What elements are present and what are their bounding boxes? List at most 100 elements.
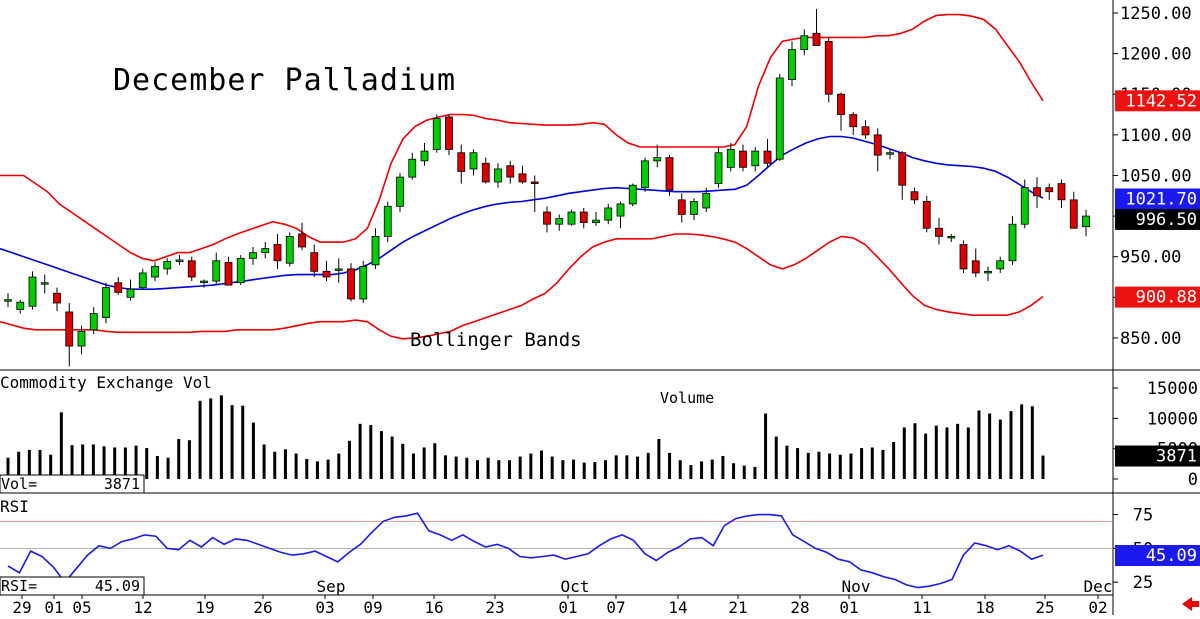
volume-bar — [411, 453, 415, 479]
volume-bar — [604, 460, 608, 479]
candle — [837, 92, 845, 131]
candle — [543, 206, 551, 233]
candle-body — [89, 313, 98, 331]
x-day-label: 29 — [12, 598, 31, 615]
candle-body — [236, 257, 245, 284]
volume-bar — [860, 448, 864, 479]
volume-bar — [1041, 455, 1045, 479]
volume-bar — [262, 444, 266, 479]
candle — [200, 279, 208, 288]
rsi-readout-value: 45.09 — [95, 577, 140, 595]
volume-bar — [572, 459, 576, 479]
volume-bar — [710, 459, 714, 479]
candle — [714, 147, 723, 188]
volume-bar — [646, 452, 650, 479]
volume-bar — [774, 436, 778, 479]
volume-bar — [155, 455, 159, 479]
candle-body — [1082, 215, 1090, 228]
candle — [420, 142, 429, 166]
candle-body — [555, 218, 564, 225]
candle — [359, 260, 368, 304]
rsi-value-tag-bg — [1115, 545, 1200, 567]
price-tick-label: 950.00 — [1120, 248, 1181, 268]
volume-bar — [721, 455, 725, 479]
volume-bar — [145, 448, 149, 479]
candle — [690, 198, 698, 221]
candle-body — [212, 260, 221, 282]
volume-bar — [540, 450, 544, 479]
x-day-label: 16 — [424, 598, 443, 615]
x-day-label: 14 — [668, 598, 687, 615]
volume-bar — [81, 444, 85, 479]
volume-bar — [401, 443, 405, 479]
x-day-label: 01 — [839, 598, 858, 615]
candle-body — [298, 233, 306, 248]
volume-bar — [113, 447, 117, 479]
rsi-series — [0, 512, 1113, 589]
x-day-label: 26 — [253, 598, 272, 615]
candle — [249, 246, 257, 265]
volume-bar — [443, 455, 447, 479]
candle-body — [347, 268, 355, 300]
candle — [114, 277, 123, 295]
volume-panel-label: Commodity Exchange Vol — [0, 373, 212, 392]
rsi-readout-box — [0, 576, 145, 596]
volume-bar — [134, 445, 138, 479]
mid-band-tag-bg — [1115, 188, 1200, 210]
candle-body — [77, 331, 86, 347]
x-day-label: 07 — [606, 598, 625, 615]
volume-bar — [219, 395, 223, 479]
volume-bar — [390, 436, 394, 479]
volume-bars — [6, 395, 1045, 479]
volume-bar — [828, 453, 832, 479]
lower-band-tag: 900.88 — [1136, 288, 1197, 308]
candle — [1033, 177, 1041, 208]
candle — [677, 193, 686, 223]
x-day-label: 25 — [1035, 598, 1054, 615]
x-day-label: 19 — [195, 598, 214, 615]
volume-bar — [593, 462, 597, 479]
volume-bar — [294, 453, 298, 479]
candle — [445, 114, 453, 156]
candle — [28, 271, 37, 310]
volume-bar — [924, 433, 928, 479]
price-tick-label: 1250.00 — [1120, 4, 1192, 24]
candle — [616, 201, 625, 229]
candle — [126, 279, 135, 301]
lower-band-tag-bg — [1115, 286, 1200, 308]
candle-body — [812, 32, 821, 46]
candle-body — [261, 248, 270, 254]
candle — [898, 151, 907, 200]
rsi-line — [7, 512, 1044, 589]
price-tick-label: 1200.00 — [1120, 45, 1192, 65]
bollinger-middle-line — [0, 135, 1044, 291]
candle-body — [739, 150, 747, 168]
volume-bar — [49, 454, 53, 479]
candle-body — [935, 227, 943, 237]
volume-bar — [817, 451, 821, 479]
volume-bar — [187, 440, 191, 479]
candle — [628, 183, 637, 207]
candle — [665, 155, 674, 196]
candle-body — [28, 276, 37, 307]
volume-bar — [91, 444, 95, 479]
volume-bar — [956, 423, 960, 479]
candle — [873, 128, 882, 172]
candle — [555, 214, 564, 231]
volume-bar — [636, 456, 640, 479]
x-day-label: 01 — [44, 598, 63, 615]
candle — [886, 149, 894, 160]
volume-axis: 150001000050000 — [1113, 379, 1198, 490]
scroll-left-arrow-icon[interactable] — [1182, 597, 1199, 611]
volume-bar — [988, 413, 992, 479]
candle-body — [322, 270, 331, 278]
candle-body — [898, 152, 907, 186]
volume-bar — [305, 458, 309, 479]
candle — [432, 114, 441, 153]
candle — [457, 144, 466, 184]
candle-body — [604, 207, 613, 221]
candle-body — [200, 280, 208, 283]
candle — [1020, 179, 1029, 229]
